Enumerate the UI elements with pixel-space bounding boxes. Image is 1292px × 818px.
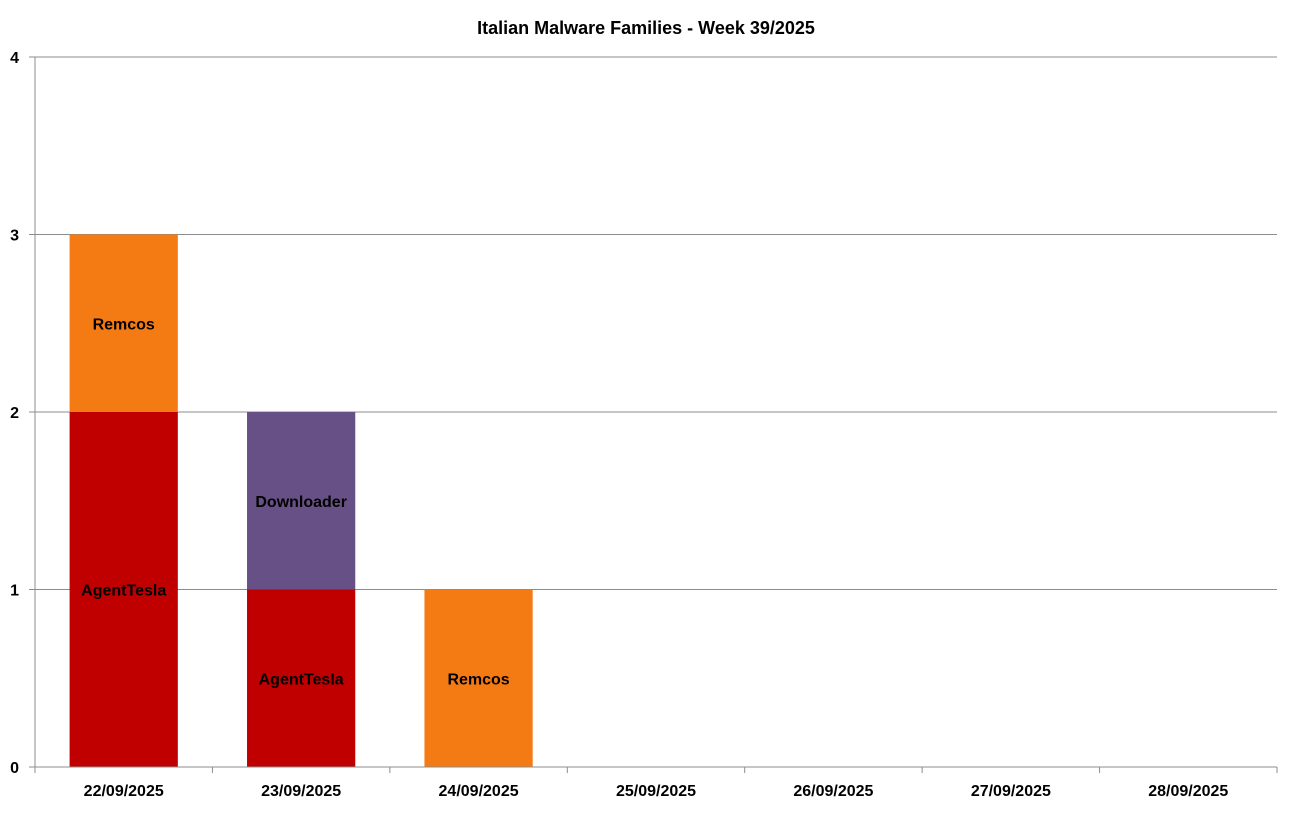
- data-label: AgentTesla: [81, 583, 166, 600]
- x-tick-label: 27/09/2025: [971, 783, 1051, 800]
- axes: [29, 56, 1278, 773]
- chart-title: Italian Malware Families - Week 39/2025: [477, 18, 815, 38]
- y-tick-label: 2: [10, 405, 19, 422]
- x-tick-label: 22/09/2025: [84, 783, 164, 800]
- y-tick-label: 4: [10, 50, 19, 67]
- bar-segment: [69, 412, 178, 767]
- x-tick-label: 28/09/2025: [1148, 783, 1228, 800]
- x-tick-label: 24/09/2025: [439, 783, 519, 800]
- bar-segment: [69, 234, 178, 412]
- data-label: AgentTesla: [259, 671, 344, 688]
- bar-segment: [247, 589, 356, 767]
- data-label: Remcos: [447, 671, 509, 688]
- y-tick-label: 3: [10, 228, 19, 245]
- y-tick-label: 1: [10, 583, 19, 600]
- x-tick-label: 23/09/2025: [261, 783, 341, 800]
- bars: [69, 234, 533, 767]
- labels: 0 1 2 3 4 22/09/2025 23/09/2025 24/09/2025 25/09…: [10, 50, 1228, 800]
- x-tick-label: 25/09/2025: [616, 783, 696, 800]
- gridlines: [35, 56, 1277, 590]
- y-tick-label: 0: [10, 760, 19, 777]
- x-tick-label: 26/09/2025: [793, 783, 873, 800]
- data-label: Remcos: [93, 316, 155, 333]
- data-label: Downloader: [255, 494, 347, 511]
- bar-segment: [424, 589, 533, 767]
- bar-segment: [247, 412, 356, 590]
